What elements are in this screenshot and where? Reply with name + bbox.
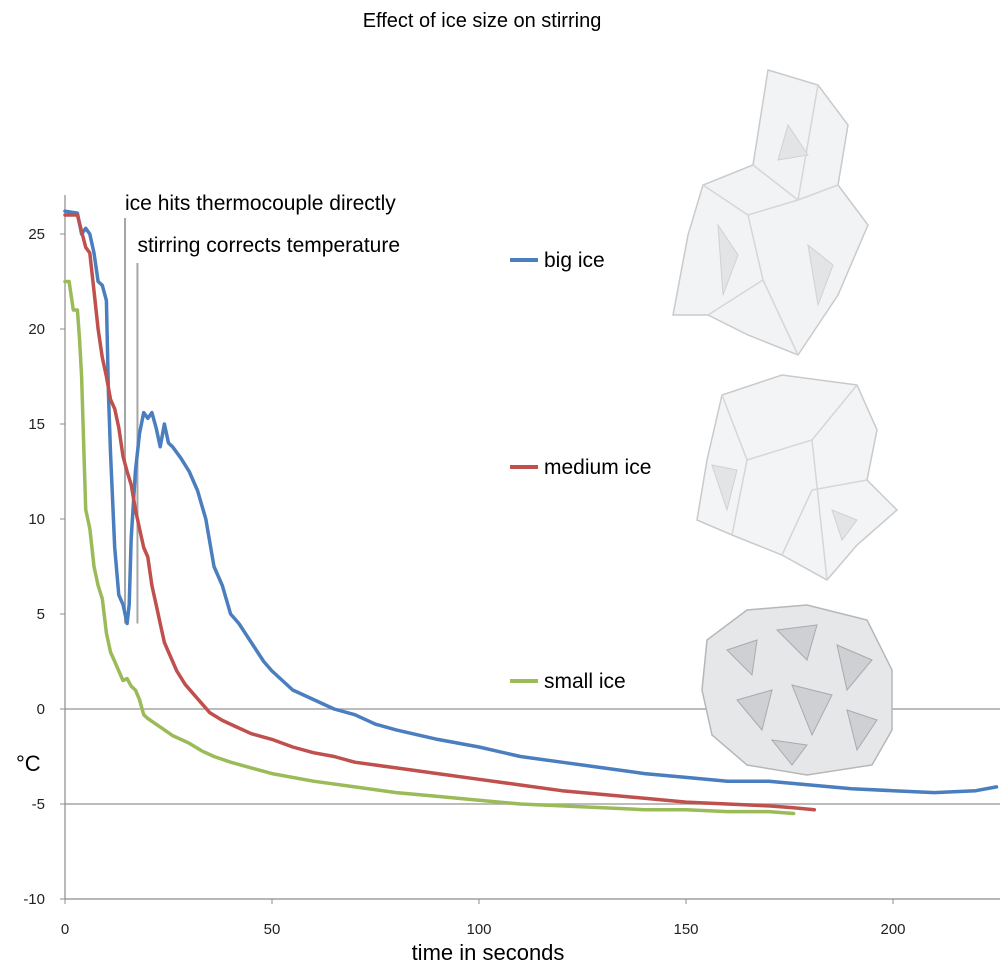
x-tick-label: 0 (61, 921, 69, 938)
x-tick-label: 150 (673, 921, 698, 938)
y-axis-ticks: -10 -5 0 5 10 15 20 25 (23, 226, 65, 908)
large-ice-chunks-picture (672, 69, 869, 356)
y-tick-label: -10 (23, 891, 45, 908)
x-tick-label: 200 (880, 921, 905, 938)
legend-label: medium ice (544, 456, 651, 479)
y-tick-label: 25 (28, 226, 45, 243)
y-tick-label: 5 (37, 606, 45, 623)
legend-label: big ice (544, 249, 605, 272)
legend-label: small ice (544, 670, 626, 693)
annotation-label: stirring corrects temperature (137, 234, 400, 257)
x-tick-label: 50 (264, 921, 281, 938)
y-tick-label: 10 (28, 511, 45, 528)
x-axis-ticks: 0 50 100 150 200 (61, 899, 906, 938)
series-line-big-ice (63, 209, 999, 795)
crushed-ice-picture (701, 604, 893, 776)
y-tick-label: -5 (32, 796, 45, 813)
y-tick-label: 20 (28, 321, 45, 338)
series-line-medium-ice (63, 213, 817, 812)
series-line-small-ice (63, 279, 796, 816)
x-tick-label: 100 (466, 921, 491, 938)
annotations: ice hits thermocouple directly stirring c… (124, 192, 400, 624)
medium-ice-cubes-picture (696, 374, 899, 581)
series-lines (63, 209, 999, 816)
x-axis-title: time in seconds (412, 940, 565, 965)
y-axis-title: °C (16, 751, 41, 776)
legend: big ice medium ice small ice (510, 249, 651, 693)
annotation-label: ice hits thermocouple directly (125, 192, 396, 215)
chart-title: Effect of ice size on stirring (363, 10, 602, 32)
y-tick-label: 15 (28, 416, 45, 433)
y-tick-label: 0 (37, 701, 45, 718)
